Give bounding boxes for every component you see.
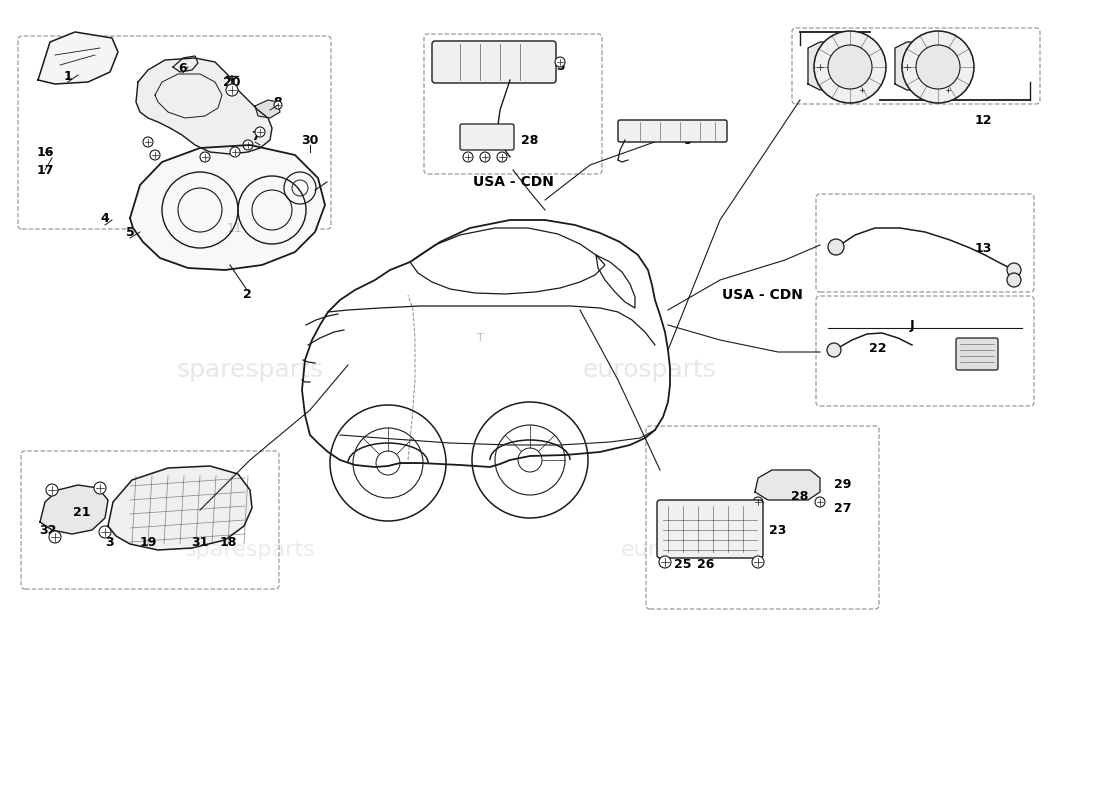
- FancyBboxPatch shape: [432, 41, 556, 83]
- Text: 12: 12: [975, 114, 992, 126]
- Text: 25: 25: [674, 558, 692, 571]
- Text: 7: 7: [251, 130, 260, 143]
- Text: eurosparts: eurosparts: [620, 540, 739, 560]
- Circle shape: [858, 86, 866, 94]
- Text: 29: 29: [834, 478, 851, 491]
- Polygon shape: [173, 56, 198, 72]
- Circle shape: [902, 62, 912, 72]
- Text: sparesparts: sparesparts: [176, 358, 323, 382]
- FancyBboxPatch shape: [657, 500, 763, 558]
- Text: 13: 13: [975, 242, 992, 254]
- Text: USA - CDN: USA - CDN: [722, 288, 802, 302]
- Text: 17: 17: [36, 163, 54, 177]
- Text: 32: 32: [40, 523, 57, 537]
- Text: USA - CDN: USA - CDN: [473, 175, 553, 189]
- Text: 11: 11: [829, 57, 847, 70]
- Text: 29: 29: [493, 134, 510, 146]
- Text: sparesparts: sparesparts: [185, 540, 316, 560]
- Text: 18: 18: [219, 535, 236, 549]
- Circle shape: [50, 531, 60, 543]
- Circle shape: [754, 497, 763, 507]
- Circle shape: [916, 45, 960, 89]
- Text: 26: 26: [697, 558, 715, 571]
- Polygon shape: [136, 58, 272, 154]
- Circle shape: [1006, 273, 1021, 287]
- Circle shape: [150, 150, 160, 160]
- Text: 1: 1: [64, 70, 73, 83]
- Text: 25: 25: [548, 61, 565, 74]
- Text: 8: 8: [274, 95, 283, 109]
- Circle shape: [1006, 263, 1021, 277]
- Text: 24: 24: [480, 61, 497, 74]
- Text: 2: 2: [243, 289, 252, 302]
- Circle shape: [480, 152, 490, 162]
- Circle shape: [815, 497, 825, 507]
- Circle shape: [143, 137, 153, 147]
- Polygon shape: [40, 485, 108, 534]
- Text: 13: 13: [975, 346, 992, 358]
- Text: eurosparts: eurosparts: [583, 358, 717, 382]
- Polygon shape: [755, 470, 820, 500]
- Circle shape: [230, 147, 240, 157]
- Circle shape: [828, 239, 844, 255]
- Text: 9: 9: [684, 134, 692, 146]
- Text: 22: 22: [869, 342, 887, 354]
- Text: 27: 27: [460, 134, 476, 146]
- Circle shape: [902, 31, 974, 103]
- Circle shape: [827, 343, 842, 357]
- Circle shape: [497, 152, 507, 162]
- Text: 3: 3: [106, 535, 114, 549]
- Polygon shape: [808, 42, 876, 90]
- Text: 5: 5: [125, 226, 134, 239]
- Circle shape: [815, 62, 825, 72]
- Polygon shape: [130, 145, 324, 270]
- Text: 26: 26: [515, 61, 531, 74]
- Polygon shape: [108, 466, 252, 550]
- Circle shape: [828, 45, 872, 89]
- Circle shape: [463, 152, 473, 162]
- Circle shape: [255, 127, 265, 137]
- Circle shape: [200, 152, 210, 162]
- Circle shape: [274, 101, 282, 109]
- Circle shape: [94, 482, 106, 494]
- Text: 16: 16: [36, 146, 54, 158]
- FancyBboxPatch shape: [460, 124, 514, 150]
- Circle shape: [944, 86, 952, 94]
- Polygon shape: [255, 100, 280, 118]
- Polygon shape: [39, 32, 118, 84]
- Text: 30: 30: [301, 134, 319, 146]
- Text: 21: 21: [74, 506, 90, 518]
- Circle shape: [556, 57, 565, 67]
- FancyBboxPatch shape: [618, 120, 727, 142]
- Text: 23: 23: [769, 523, 786, 537]
- Circle shape: [46, 484, 58, 496]
- Circle shape: [226, 84, 238, 96]
- Text: 28: 28: [521, 134, 539, 146]
- Circle shape: [814, 31, 886, 103]
- Text: 28: 28: [791, 490, 808, 503]
- Text: 27: 27: [834, 502, 851, 514]
- Circle shape: [659, 556, 671, 568]
- Text: 14: 14: [903, 63, 921, 77]
- Text: T: T: [476, 333, 483, 343]
- Text: 15: 15: [937, 63, 955, 77]
- Text: 4: 4: [100, 211, 109, 225]
- Text: 11: 11: [227, 222, 243, 234]
- Text: 31: 31: [191, 535, 209, 549]
- Circle shape: [99, 526, 111, 538]
- FancyBboxPatch shape: [956, 338, 998, 370]
- Text: 6: 6: [178, 62, 187, 74]
- Text: 19: 19: [140, 535, 156, 549]
- Text: 10: 10: [647, 122, 663, 134]
- Text: 20: 20: [223, 75, 241, 89]
- Text: J: J: [910, 319, 914, 333]
- Polygon shape: [895, 42, 962, 90]
- Circle shape: [752, 556, 764, 568]
- Circle shape: [243, 140, 253, 150]
